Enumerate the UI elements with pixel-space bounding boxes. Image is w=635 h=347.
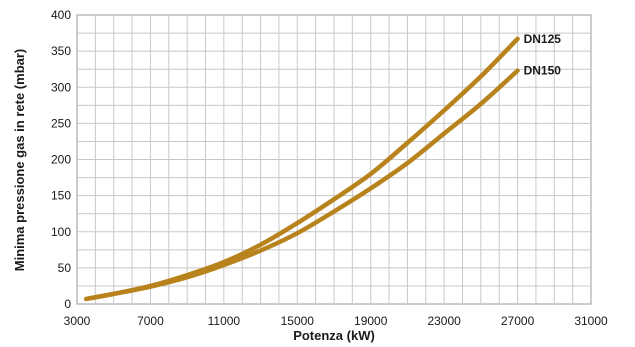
y-tick-label: 0	[64, 297, 71, 311]
series-line-dn150	[83, 68, 520, 302]
x-tick-label: 15000	[281, 314, 315, 328]
series-label-dn125: DN125	[524, 32, 562, 46]
series-label-dn150: DN150	[524, 64, 562, 78]
series-lines	[83, 36, 520, 302]
x-tick-label: 7000	[137, 314, 164, 328]
y-tick-label: 100	[51, 225, 71, 239]
y-tick-label: 300	[51, 80, 71, 94]
grid	[77, 15, 591, 304]
x-tick-label: 27000	[501, 314, 535, 328]
y-tick-label: 400	[51, 8, 71, 22]
y-tick-label: 350	[51, 44, 71, 58]
y-tick-label: 150	[51, 189, 71, 203]
series-end-labels: DN125 DN150	[524, 32, 562, 78]
x-tick-label: 23000	[427, 314, 461, 328]
x-axis-title: Potenza (kW)	[293, 328, 375, 343]
y-tick-labels: 0 50 100 150 200 250 300 350 400	[51, 8, 71, 311]
y-tick-label: 200	[51, 153, 71, 167]
y-tick-label: 250	[51, 116, 71, 130]
x-tick-label: 31000	[574, 314, 608, 328]
x-tick-label: 11000	[208, 314, 241, 328]
x-tick-labels: 3000 7000 11000 15000 19000 23000 27000 31000	[64, 314, 608, 328]
x-tick-label: 3000	[64, 314, 91, 328]
x-tick-label: 19000	[354, 314, 388, 328]
y-tick-label: 50	[58, 261, 72, 275]
y-axis-title: Minima pressione gas in rete (mbar)	[12, 49, 27, 272]
